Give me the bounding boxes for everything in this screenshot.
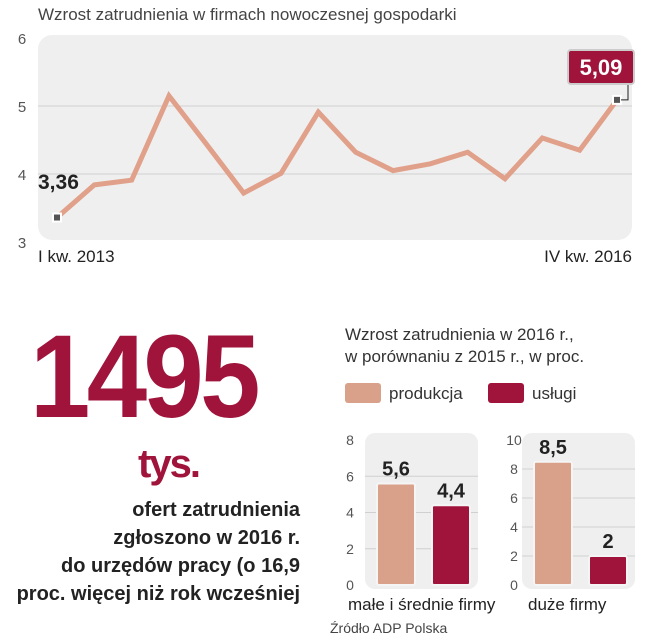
bar-value-label: 8,5 bbox=[539, 437, 567, 459]
y-tick-label: 2 bbox=[346, 541, 354, 557]
y-tick-label: 4 bbox=[510, 519, 518, 535]
y-tick-label: 8 bbox=[346, 432, 354, 448]
x-start-label: I kw. 2013 bbox=[38, 247, 115, 266]
source-note: Źródło ADP Polska bbox=[330, 620, 448, 636]
y-tick-label: 8 bbox=[510, 461, 518, 477]
end-value-label: 5,09 bbox=[580, 55, 623, 80]
y-tick-label: 6 bbox=[18, 31, 26, 48]
bar bbox=[431, 504, 471, 586]
start-value-label: 3,36 bbox=[38, 171, 79, 194]
y-tick-label: 10 bbox=[506, 432, 522, 448]
y-tick-label: 5 bbox=[18, 99, 26, 116]
y-tick-label: 6 bbox=[510, 490, 518, 506]
y-tick-label: 6 bbox=[346, 468, 354, 484]
data-line bbox=[55, 90, 620, 220]
headline-number: 1495 bbox=[30, 311, 260, 443]
y-tick-label: 3 bbox=[18, 235, 26, 252]
headline-unit: tys. bbox=[138, 442, 201, 486]
bar-chart-title: Wzrost zatrudnienia w 2016 r., bbox=[345, 325, 574, 344]
headline-line: do urzędów pracy (o 16,9 bbox=[61, 555, 300, 577]
y-tick-label: 4 bbox=[346, 505, 354, 521]
end-value-badge bbox=[567, 49, 635, 85]
y-tick-label: 4 bbox=[18, 167, 26, 184]
headline-line: ofert zatrudnienia bbox=[132, 499, 300, 521]
data-point bbox=[612, 94, 622, 105]
y-tick-label: 2 bbox=[510, 548, 518, 564]
bar-value-label: 2 bbox=[602, 531, 613, 553]
legend-label: usługi bbox=[532, 384, 576, 403]
category-label: małe i średnie firmy bbox=[348, 595, 496, 614]
legend-swatch bbox=[488, 383, 524, 403]
x-end-label: IV kw. 2016 bbox=[544, 247, 632, 266]
bar bbox=[533, 460, 573, 586]
bar-value-label: 4,4 bbox=[437, 480, 466, 502]
y-tick-label: 0 bbox=[346, 577, 354, 593]
line-chart-title: Wzrost zatrudnienia w firmach nowoczesne… bbox=[38, 5, 457, 24]
legend-swatch bbox=[345, 383, 381, 403]
bar-value-label: 5,6 bbox=[382, 459, 410, 481]
legend-label: produkcja bbox=[389, 384, 463, 403]
data-point bbox=[52, 212, 62, 223]
y-tick-label: 0 bbox=[510, 577, 518, 593]
headline-line: zgłoszono w 2016 r. bbox=[113, 527, 300, 549]
plot-panel bbox=[38, 35, 632, 240]
headline-line: proc. więcej niż rok wcześniej bbox=[16, 583, 300, 605]
bar-chart-title: w porównaniu z 2015 r., w proc. bbox=[344, 347, 584, 366]
category-label: duże firmy bbox=[528, 595, 607, 614]
callout-line bbox=[621, 84, 629, 101]
bar bbox=[376, 482, 416, 586]
bar bbox=[588, 555, 628, 586]
